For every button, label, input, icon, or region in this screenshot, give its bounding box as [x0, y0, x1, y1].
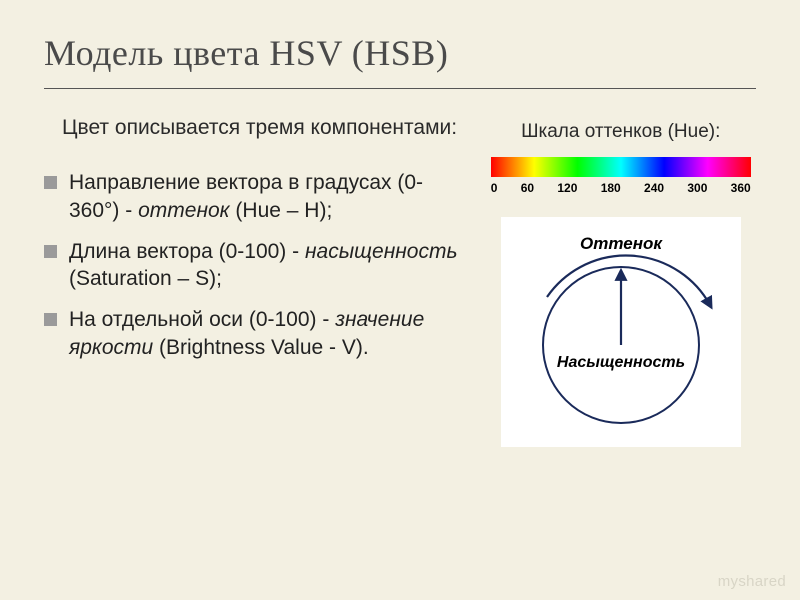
- bullet-list: Направление вектора в градусах (0-360°) …: [44, 169, 467, 361]
- bullet-square-icon: [44, 313, 57, 326]
- intro-text: Цвет описывается тремя компонентами:: [62, 115, 467, 141]
- hue-scale: 0 60 120 180 240 300 360: [491, 157, 751, 195]
- bullet-post: (Hue – H);: [230, 199, 333, 222]
- left-column: Цвет описывается тремя компонентами: Нап…: [44, 115, 467, 447]
- hue-tick: 60: [521, 181, 534, 195]
- list-item: На отдельной оси (0-100) - значение ярко…: [44, 306, 467, 361]
- outer-arc-label: Оттенок: [580, 234, 663, 253]
- bullet-post: (Brightness Value - V).: [153, 336, 369, 359]
- hsv-circle-svg: Оттенок Насыщенность: [501, 217, 741, 447]
- bullet-square-icon: [44, 245, 57, 258]
- right-column: Шкала оттенков (Hue): 0 60 120 180 240 3…: [485, 115, 756, 447]
- bullet-em: насыщенность: [305, 240, 458, 263]
- hue-tick-row: 0 60 120 180 240 300 360: [491, 181, 751, 195]
- bullet-text: Направление вектора в градусах (0-360°) …: [69, 169, 467, 224]
- list-item: Направление вектора в градусах (0-360°) …: [44, 169, 467, 224]
- list-item: Длина вектора (0-100) - насыщенность (Sa…: [44, 238, 467, 293]
- hue-tick: 120: [557, 181, 577, 195]
- bullet-text: На отдельной оси (0-100) - значение ярко…: [69, 306, 467, 361]
- hue-tick: 240: [644, 181, 664, 195]
- hue-arc-arrow: [547, 256, 710, 305]
- bullet-text: Длина вектора (0-100) - насыщенность (Sa…: [69, 238, 467, 293]
- hue-gradient-bar: [491, 157, 751, 177]
- slide: Модель цвета HSV (HSB) Цвет описывается …: [0, 0, 800, 600]
- slide-body: Цвет описывается тремя компонентами: Нап…: [44, 115, 756, 447]
- bullet-pre: Длина вектора (0-100) -: [69, 240, 305, 263]
- hsv-circle-diagram: Оттенок Насыщенность: [501, 217, 741, 447]
- inner-radius-label: Насыщенность: [557, 354, 685, 371]
- bullet-pre: На отдельной оси (0-100) -: [69, 308, 335, 331]
- watermark-text: myshared: [718, 573, 786, 590]
- hue-tick: 300: [687, 181, 707, 195]
- hue-tick: 180: [601, 181, 621, 195]
- hue-scale-label: Шкала оттенков (Hue):: [521, 121, 720, 143]
- bullet-post: (Saturation – S);: [69, 267, 222, 290]
- hue-tick: 360: [731, 181, 751, 195]
- bullet-square-icon: [44, 176, 57, 189]
- slide-title: Модель цвета HSV (HSB): [44, 32, 756, 74]
- hue-tick: 0: [491, 181, 498, 195]
- bullet-em: оттенок: [138, 199, 230, 222]
- title-divider: [44, 88, 756, 89]
